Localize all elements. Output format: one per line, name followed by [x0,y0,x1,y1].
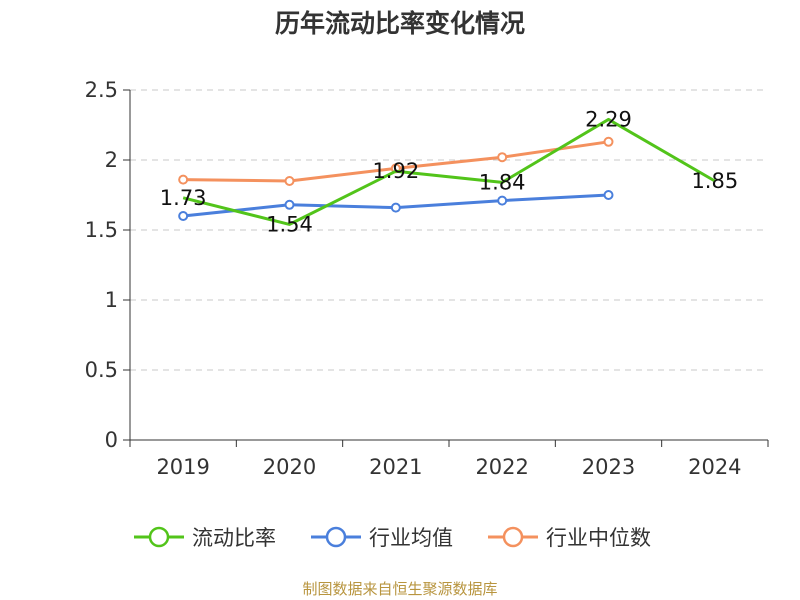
source-note: 制图数据来自恒生聚源数据库 [302,580,498,598]
y-tick-label: 1.5 [85,218,118,242]
x-tick-label: 2023 [582,455,635,479]
chart-legend: 流动比率 行业均值 行业中位数 [0,519,800,555]
data-label-current-ratio: 2.29 [585,107,632,131]
legend-label-current-ratio: 流动比率 [192,526,276,550]
y-tick-label: 0 [105,428,118,452]
data-point-industry-mean [497,195,508,206]
data-point-industry-median [178,174,189,185]
data-label-current-ratio: 1.84 [479,170,526,194]
data-label-current-ratio: 1.92 [372,159,419,183]
series-line-current-ratio [182,117,716,226]
data-point-industry-mean [178,211,189,221]
legend-marker-industry-mean-icon [311,526,361,548]
y-tick-label: 2 [105,148,118,172]
data-point-industry-mean [284,199,295,210]
x-tick-label: 2019 [156,455,209,479]
x-tick-label: 2022 [475,455,528,479]
y-tick-label: 1 [105,288,118,312]
legend-label-industry-median: 行业中位数 [546,526,651,550]
data-point-industry-mean [390,202,401,213]
legend-item-industry-median[interactable]: 行业中位数 [488,519,651,555]
data-point-industry-median [603,136,614,147]
data-point-industry-median [497,152,508,163]
x-tick-label: 2020 [263,455,316,479]
y-tick-label: 0.5 [85,358,118,382]
x-tick-label: 2024 [688,455,741,479]
data-point-industry-mean [603,190,614,200]
data-label-current-ratio: 1.73 [160,186,207,210]
y-tick-label: 2.5 [85,78,118,102]
x-tick-label: 2021 [369,455,422,479]
legend-item-industry-mean[interactable]: 行业均值 [311,519,453,555]
legend-label-industry-mean: 行业均值 [369,526,453,550]
data-label-current-ratio: 1.85 [691,169,738,193]
legend-item-current-ratio[interactable]: 流动比率 [134,519,276,555]
data-point-industry-median [284,176,295,186]
legend-marker-industry-median-icon [488,526,538,548]
data-label-current-ratio: 1.54 [266,212,313,236]
chart-title: 历年流动比率变化情况 [274,9,525,38]
legend-marker-current-ratio-icon [134,526,184,548]
